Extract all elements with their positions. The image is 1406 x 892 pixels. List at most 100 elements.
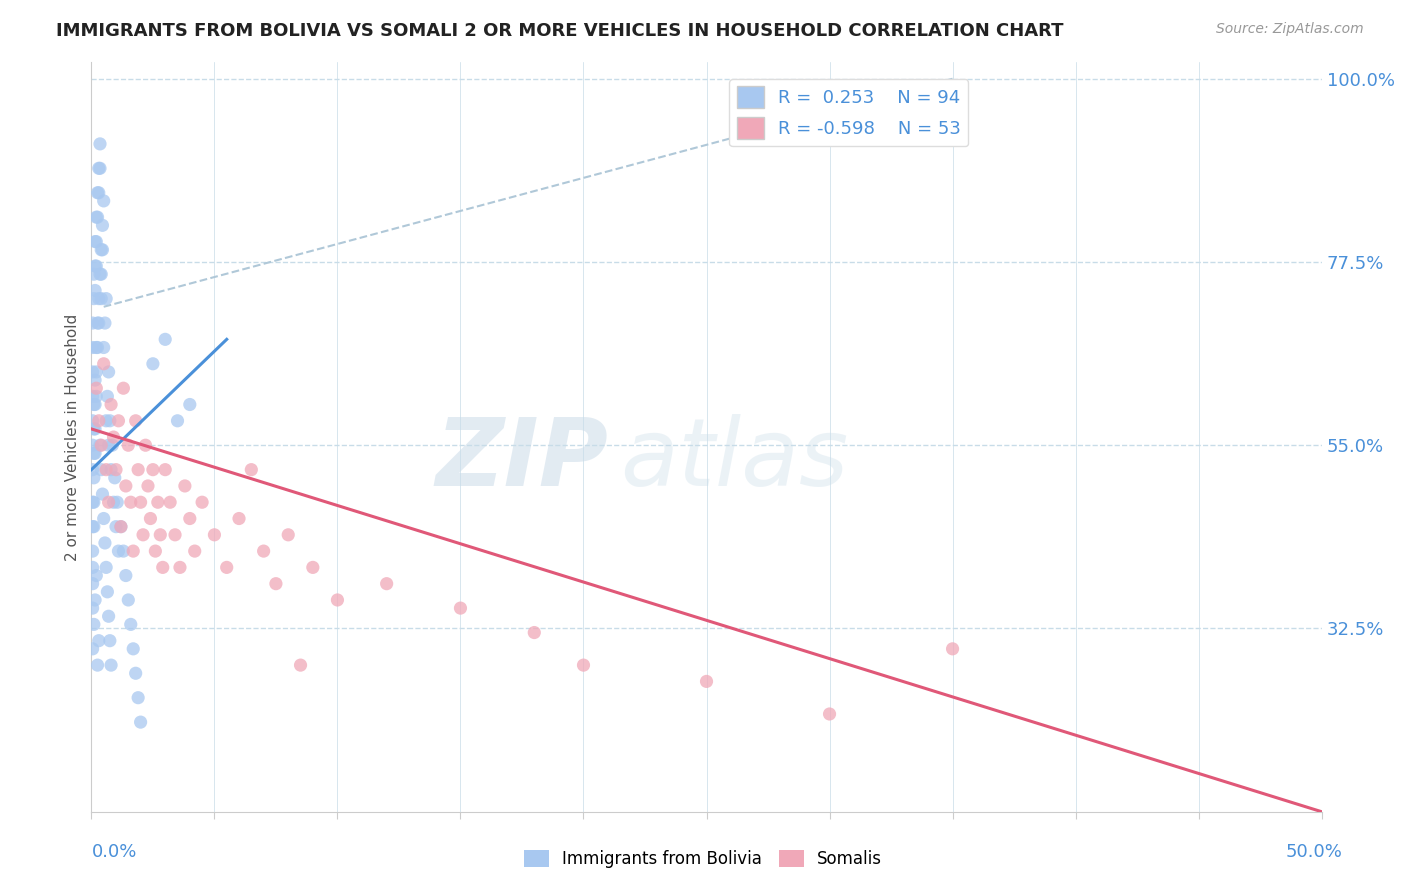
Point: [83, 267, 105, 281]
Point: [86, 235, 108, 249]
Point: [86, 389, 108, 403]
Point: [84, 373, 107, 387]
Point: [93, 194, 115, 208]
Point: [142, 463, 165, 477]
Point: [124, 414, 148, 428]
Point: [136, 479, 159, 493]
Text: atlas: atlas: [620, 414, 849, 505]
Point: [149, 528, 172, 542]
Point: [97, 365, 120, 379]
Point: [107, 544, 129, 558]
Point: [104, 471, 127, 485]
Point: [290, 658, 312, 673]
Point: [135, 438, 157, 452]
Point: [103, 495, 125, 509]
Point: [82, 495, 104, 509]
Point: [83, 519, 105, 533]
Point: [127, 463, 149, 477]
Point: [84, 235, 107, 249]
Point: [96, 463, 117, 477]
Point: [114, 479, 138, 493]
Point: [82, 341, 104, 355]
Point: [82, 414, 104, 428]
Legend: R =  0.253    N = 94, R = -0.598    N = 53: R = 0.253 N = 94, R = -0.598 N = 53: [730, 79, 969, 146]
Point: [142, 357, 165, 371]
Point: [96, 560, 117, 574]
Point: [90, 438, 112, 452]
Point: [89, 136, 111, 151]
Point: [87, 633, 110, 648]
Point: [86, 365, 108, 379]
Point: [82, 576, 104, 591]
Point: [264, 576, 287, 591]
Point: [82, 438, 104, 452]
Point: [86, 210, 108, 224]
Point: [86, 341, 108, 355]
Text: Source: ZipAtlas.com: Source: ZipAtlas.com: [1216, 22, 1364, 37]
Point: [301, 560, 323, 574]
Point: [100, 658, 122, 673]
Point: [96, 414, 117, 428]
Point: [90, 463, 112, 477]
Point: [941, 641, 963, 656]
Y-axis label: 2 or more Vehicles in Household: 2 or more Vehicles in Household: [65, 313, 80, 561]
Point: [202, 528, 225, 542]
Point: [82, 463, 104, 477]
Point: [90, 292, 112, 306]
Point: [82, 560, 104, 574]
Point: [90, 243, 112, 257]
Point: [86, 568, 108, 582]
Point: [163, 528, 186, 542]
Point: [117, 593, 139, 607]
Text: 50.0%: 50.0%: [1286, 843, 1343, 861]
Point: [449, 601, 471, 615]
Point: [91, 243, 114, 257]
Point: [120, 617, 142, 632]
Point: [84, 446, 107, 460]
Point: [117, 438, 139, 452]
Point: [89, 267, 111, 281]
Point: [91, 219, 114, 233]
Point: [94, 316, 117, 330]
Point: [129, 715, 152, 730]
Point: [146, 495, 169, 509]
Point: [82, 601, 104, 615]
Text: 0.0%: 0.0%: [91, 843, 136, 861]
Point: [110, 519, 132, 533]
Point: [83, 617, 105, 632]
Point: [87, 414, 110, 428]
Point: [818, 706, 841, 721]
Point: [83, 495, 105, 509]
Point: [96, 584, 118, 599]
Point: [97, 438, 120, 452]
Point: [145, 544, 166, 558]
Point: [105, 495, 128, 509]
Point: [86, 381, 108, 395]
Point: [82, 389, 104, 403]
Point: [98, 633, 121, 648]
Point: [84, 284, 107, 298]
Point: [112, 381, 135, 395]
Point: [93, 341, 115, 355]
Point: [129, 495, 152, 509]
Point: [174, 479, 197, 493]
Point: [159, 495, 181, 509]
Point: [84, 422, 107, 436]
Point: [83, 422, 105, 436]
Point: [97, 495, 120, 509]
Point: [101, 438, 124, 452]
Point: [89, 161, 111, 176]
Point: [87, 186, 110, 200]
Point: [97, 609, 120, 624]
Point: [86, 341, 108, 355]
Point: [82, 641, 104, 656]
Point: [215, 560, 238, 574]
Point: [91, 487, 114, 501]
Point: [86, 658, 108, 673]
Point: [82, 365, 104, 379]
Point: [122, 641, 145, 656]
Point: [107, 414, 129, 428]
Point: [166, 414, 188, 428]
Text: IMMIGRANTS FROM BOLIVIA VS SOMALI 2 OR MORE VEHICLES IN HOUSEHOLD CORRELATION CH: IMMIGRANTS FROM BOLIVIA VS SOMALI 2 OR M…: [56, 22, 1064, 40]
Point: [179, 511, 201, 525]
